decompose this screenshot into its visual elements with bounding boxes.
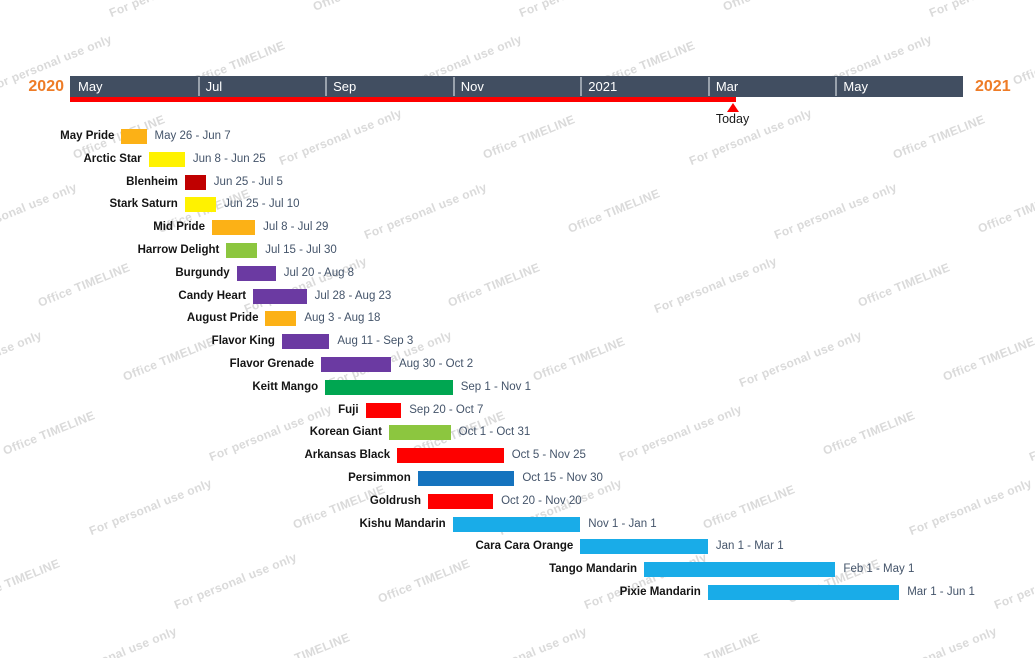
month-label: Nov xyxy=(460,79,484,94)
task-date-label: Jun 25 - Jul 5 xyxy=(213,175,283,188)
task-bar xyxy=(121,129,147,144)
today-triangle-icon xyxy=(726,103,739,112)
task-date-label: Jan 1 - Mar 1 xyxy=(715,540,784,553)
today-label: Today xyxy=(715,112,750,126)
task-bar xyxy=(428,493,494,509)
task-date-label: Oct 15 - Nov 30 xyxy=(522,472,603,484)
task-bar xyxy=(321,357,391,372)
task-bar xyxy=(184,174,206,190)
task-name-label: Keitt Mango xyxy=(252,380,319,393)
task-date-label: Mar 1 - Jun 1 xyxy=(907,586,975,598)
task-bar xyxy=(226,243,258,258)
month-label: 2021 xyxy=(588,79,618,94)
task-date-label: Aug 3 - Aug 18 xyxy=(304,312,381,325)
task-bar xyxy=(211,220,256,236)
task-name-label: Kishu Mandarin xyxy=(359,517,446,530)
task-name-label: Korean Giant xyxy=(309,426,382,439)
task-date-label: Nov 1 - Jan 1 xyxy=(588,517,657,530)
task-bar xyxy=(184,197,217,213)
task-bar xyxy=(580,539,708,555)
task-name-label: Blenheim xyxy=(126,175,178,188)
task-name-label: May Pride xyxy=(60,130,115,142)
task-bar xyxy=(281,334,330,350)
task-date-label: Jun 8 - Jun 25 xyxy=(192,152,266,165)
task-name-label: Cara Cara Orange xyxy=(475,540,574,553)
task-date-label: Jun 25 - Jul 10 xyxy=(224,198,300,211)
task-date-label: Sep 20 - Oct 7 xyxy=(409,403,484,416)
year-right-label: 2021 xyxy=(975,78,1011,95)
task-date-label: Jul 8 - Jul 29 xyxy=(263,221,329,234)
month-separator xyxy=(452,77,455,96)
task-bar xyxy=(265,311,297,327)
task-date-label: Sep 1 - Nov 1 xyxy=(460,380,532,393)
task-name-label: Pixie Mandarin xyxy=(619,586,701,598)
month-separator xyxy=(580,77,583,96)
month-label: Sep xyxy=(333,79,357,94)
task-bar xyxy=(644,562,836,578)
task-date-label: Aug 30 - Oct 2 xyxy=(398,358,474,370)
month-separator xyxy=(325,77,328,96)
task-bar xyxy=(417,471,515,486)
task-bar xyxy=(452,516,581,532)
task-date-label: Aug 11 - Sep 3 xyxy=(337,335,414,348)
task-bar xyxy=(148,151,185,167)
timeline-header-band: May Jul Sep Nov 2021 Mar May xyxy=(70,76,963,97)
task-bar xyxy=(707,585,900,600)
task-bar xyxy=(325,379,453,395)
task-name-label: Harrow Delight xyxy=(137,244,220,256)
task-name-label: Stark Saturn xyxy=(109,198,178,211)
task-name-label: Burgundy xyxy=(175,266,230,279)
year-left-label: 2020 xyxy=(28,78,64,95)
task-name-label: Goldrush xyxy=(369,494,422,507)
month-label: Jul xyxy=(205,79,223,94)
task-name-label: Candy Heart xyxy=(178,289,247,302)
task-name-label: Persimmon xyxy=(348,472,411,484)
month-label: Mar xyxy=(715,79,739,94)
task-date-label: Jul 15 - Jul 30 xyxy=(265,244,337,256)
task-date-label: Jul 20 - Aug 8 xyxy=(283,266,355,279)
today-line xyxy=(70,97,736,102)
month-label: May xyxy=(78,79,103,94)
task-date-label: Oct 5 - Nov 25 xyxy=(511,449,586,462)
month-separator xyxy=(707,77,710,96)
task-bar xyxy=(397,448,504,464)
task-bar xyxy=(388,425,451,441)
month-separator xyxy=(197,77,200,96)
task-name-label: Fuji xyxy=(338,403,359,416)
task-bar xyxy=(236,265,276,281)
task-date-label: Feb 1 - May 1 xyxy=(843,563,915,576)
task-name-label: August Pride xyxy=(186,312,259,325)
task-name-label: Tango Mandarin xyxy=(549,563,638,576)
task-date-label: Oct 1 - Oct 31 xyxy=(458,426,531,439)
task-name-label: Flavor Grenade xyxy=(229,358,315,370)
task-bar xyxy=(253,288,307,304)
task-name-label: Mid Pride xyxy=(153,221,205,234)
task-name-label: Flavor King xyxy=(211,335,275,348)
task-date-label: May 26 - Jun 7 xyxy=(154,130,231,142)
month-separator xyxy=(835,77,838,96)
task-name-label: Arkansas Black xyxy=(304,449,391,462)
month-label: May xyxy=(843,79,868,94)
task-date-label: Oct 20 - Nov 20 xyxy=(501,494,582,507)
task-bar xyxy=(365,402,402,418)
task-date-label: Jul 28 - Aug 23 xyxy=(314,289,392,302)
task-name-label: Arctic Star xyxy=(83,152,142,165)
